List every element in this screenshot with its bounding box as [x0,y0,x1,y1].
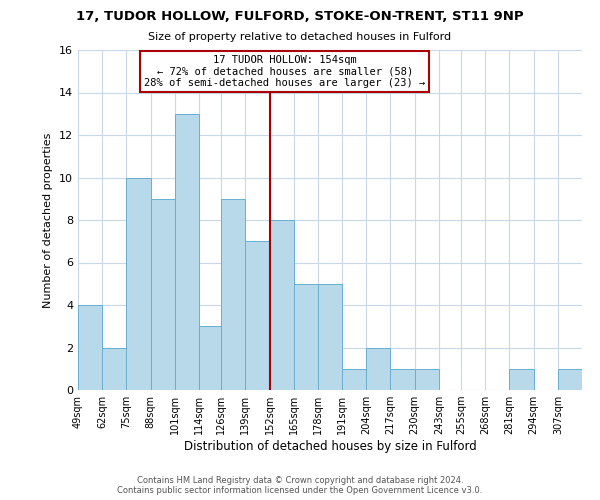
Bar [175,114,199,390]
Bar [415,369,439,390]
Bar [127,178,151,390]
Bar [366,348,391,390]
Text: 17, TUDOR HOLLOW, FULFORD, STOKE-ON-TRENT, ST11 9NP: 17, TUDOR HOLLOW, FULFORD, STOKE-ON-TREN… [76,10,524,23]
Bar [269,220,294,390]
Bar [509,369,533,390]
Bar [199,326,221,390]
Bar [294,284,318,390]
Bar [221,198,245,390]
Y-axis label: Number of detached properties: Number of detached properties [43,132,53,308]
Bar [318,284,342,390]
Bar [558,369,582,390]
Bar [151,198,175,390]
Text: Size of property relative to detached houses in Fulford: Size of property relative to detached ho… [148,32,452,42]
X-axis label: Distribution of detached houses by size in Fulford: Distribution of detached houses by size … [184,440,476,453]
Bar [245,242,269,390]
Bar [342,369,366,390]
Text: 17 TUDOR HOLLOW: 154sqm
← 72% of detached houses are smaller (58)
28% of semi-de: 17 TUDOR HOLLOW: 154sqm ← 72% of detache… [144,55,425,88]
Bar [391,369,415,390]
Bar [78,305,102,390]
Text: Contains HM Land Registry data © Crown copyright and database right 2024.
Contai: Contains HM Land Registry data © Crown c… [118,476,482,495]
Bar [102,348,127,390]
